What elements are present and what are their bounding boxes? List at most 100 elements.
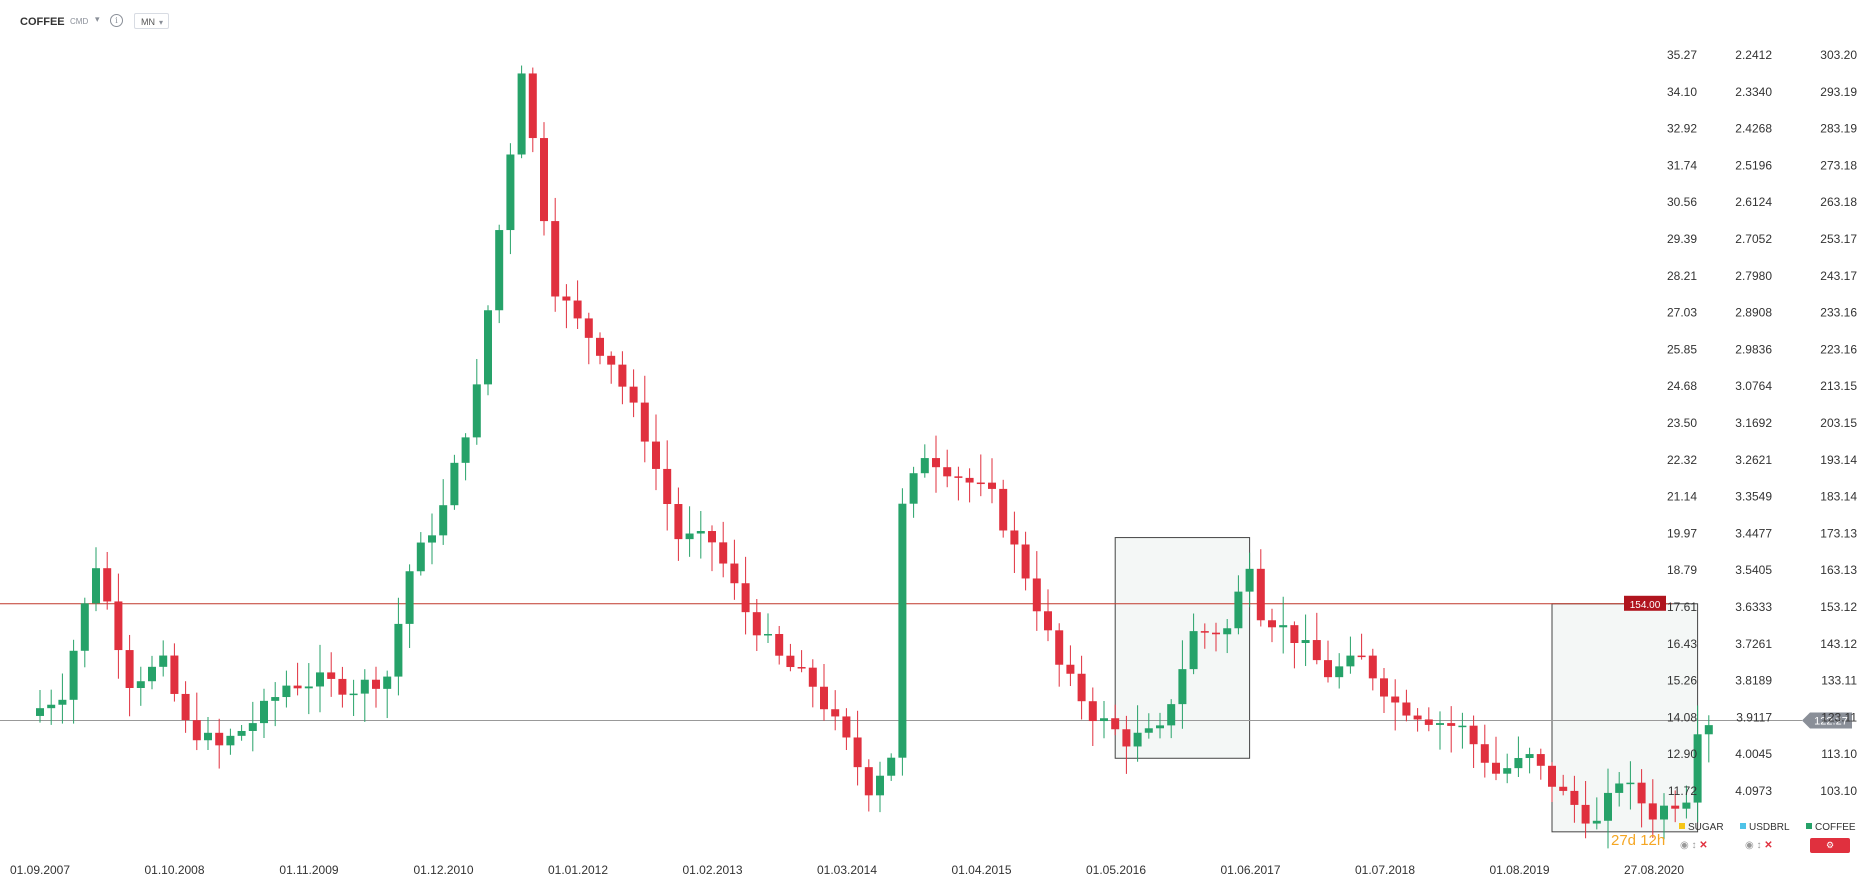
- candle-body[interactable]: [1156, 725, 1164, 729]
- candle-body[interactable]: [1066, 664, 1075, 674]
- candle-body[interactable]: [1380, 678, 1388, 697]
- candle-body[interactable]: [1480, 744, 1489, 763]
- candle-body[interactable]: [1279, 625, 1288, 628]
- candle-body[interactable]: [69, 650, 78, 700]
- candle-body[interactable]: [1637, 782, 1646, 804]
- candle-body[interactable]: [316, 672, 324, 687]
- candle-body[interactable]: [36, 708, 44, 716]
- candle-body[interactable]: [1335, 666, 1344, 678]
- settings-icon[interactable]: ⚙: [1810, 838, 1850, 853]
- candle-body[interactable]: [629, 386, 638, 403]
- candle-body[interactable]: [58, 699, 67, 705]
- candle-body[interactable]: [730, 563, 739, 584]
- candle-body[interactable]: [1346, 655, 1355, 667]
- candle-body[interactable]: [248, 723, 257, 731]
- close-icon[interactable]: ✕: [1699, 840, 1708, 851]
- candle-body[interactable]: [383, 676, 392, 689]
- candle-body[interactable]: [1592, 820, 1601, 824]
- candle-body[interactable]: [1111, 718, 1120, 730]
- legend-item-sugar[interactable]: SUGAR: [1679, 822, 1724, 833]
- legend-item-usdbrl[interactable]: USDBRL: [1740, 822, 1790, 833]
- candle-body[interactable]: [551, 221, 560, 297]
- candle-body[interactable]: [1615, 783, 1624, 793]
- candle-body[interactable]: [1122, 729, 1131, 747]
- eye-icon[interactable]: ◉: [1745, 840, 1754, 851]
- candle-body[interactable]: [808, 667, 817, 687]
- candle-body[interactable]: [394, 623, 403, 677]
- candle-body[interactable]: [237, 730, 246, 736]
- candle-body[interactable]: [1604, 792, 1612, 821]
- candle-body[interactable]: [428, 535, 436, 543]
- candle-body[interactable]: [215, 732, 224, 746]
- candle-body[interactable]: [517, 73, 526, 155]
- candle-body[interactable]: [920, 458, 929, 474]
- candle-body[interactable]: [1044, 611, 1052, 631]
- candle-body[interactable]: [696, 531, 705, 534]
- candle-body[interactable]: [820, 686, 828, 710]
- candle-body[interactable]: [1626, 782, 1635, 785]
- candle-body[interactable]: [1436, 723, 1444, 725]
- candle-body[interactable]: [114, 601, 123, 651]
- candle-body[interactable]: [1514, 758, 1523, 769]
- candle-body[interactable]: [932, 458, 940, 468]
- candle-body[interactable]: [80, 603, 89, 651]
- candle-body[interactable]: [349, 693, 358, 696]
- timeframe-select[interactable]: MN ▾: [134, 13, 169, 29]
- candle-body[interactable]: [327, 672, 336, 679]
- candle-body[interactable]: [719, 542, 728, 564]
- candle-body[interactable]: [988, 482, 996, 489]
- candle-body[interactable]: [741, 583, 750, 613]
- candle-body[interactable]: [540, 138, 548, 222]
- candle-body[interactable]: [170, 655, 179, 694]
- candle-body[interactable]: [405, 571, 414, 624]
- symbol-label[interactable]: COFFEE: [20, 16, 65, 28]
- candle-body[interactable]: [47, 704, 56, 709]
- close-icon[interactable]: ✕: [1764, 840, 1773, 851]
- candle-body[interactable]: [663, 468, 672, 505]
- candle-body[interactable]: [226, 735, 235, 746]
- candle-body[interactable]: [909, 473, 918, 504]
- candle-body[interactable]: [1178, 669, 1187, 705]
- candle-body[interactable]: [159, 655, 168, 667]
- candle-body[interactable]: [1133, 732, 1142, 747]
- candle-body[interactable]: [797, 667, 806, 669]
- candle-body[interactable]: [562, 296, 571, 301]
- candle-body[interactable]: [1469, 725, 1478, 745]
- candle-body[interactable]: [1492, 762, 1500, 774]
- candle-body[interactable]: [1234, 591, 1243, 629]
- candle-body[interactable]: [786, 655, 795, 668]
- candle-body[interactable]: [293, 685, 302, 689]
- candle-body[interactable]: [136, 681, 145, 688]
- candle-body[interactable]: [1503, 768, 1512, 774]
- candle-body[interactable]: [484, 310, 492, 385]
- candle-body[interactable]: [752, 612, 761, 636]
- candle-body[interactable]: [876, 775, 884, 796]
- candle-body[interactable]: [192, 720, 201, 741]
- candle-body[interactable]: [1693, 734, 1702, 803]
- candle-body[interactable]: [472, 384, 481, 438]
- candle-body[interactable]: [764, 633, 772, 636]
- candle-body[interactable]: [1010, 530, 1019, 545]
- candle-body[interactable]: [898, 503, 907, 758]
- candle-body[interactable]: [1548, 765, 1556, 787]
- candle-body[interactable]: [450, 462, 459, 506]
- candle-body[interactable]: [1189, 631, 1198, 670]
- candle-body[interactable]: [1021, 544, 1030, 579]
- candle-body[interactable]: [1055, 630, 1064, 665]
- candle-body[interactable]: [1301, 640, 1310, 644]
- candle-body[interactable]: [864, 767, 873, 796]
- candle-body[interactable]: [372, 679, 380, 689]
- candle-body[interactable]: [1144, 728, 1153, 733]
- candle-body[interactable]: [1212, 632, 1220, 635]
- candle-body[interactable]: [1581, 804, 1590, 824]
- candle-body[interactable]: [1447, 723, 1456, 726]
- candle-body[interactable]: [640, 402, 649, 442]
- candle-body[interactable]: [1312, 640, 1321, 661]
- candle-body[interactable]: [1391, 696, 1400, 703]
- candle-body[interactable]: [607, 355, 616, 365]
- candle-body[interactable]: [181, 693, 190, 721]
- candle-body[interactable]: [1682, 802, 1691, 809]
- candle-body[interactable]: [461, 437, 470, 463]
- candle-body[interactable]: [148, 666, 156, 682]
